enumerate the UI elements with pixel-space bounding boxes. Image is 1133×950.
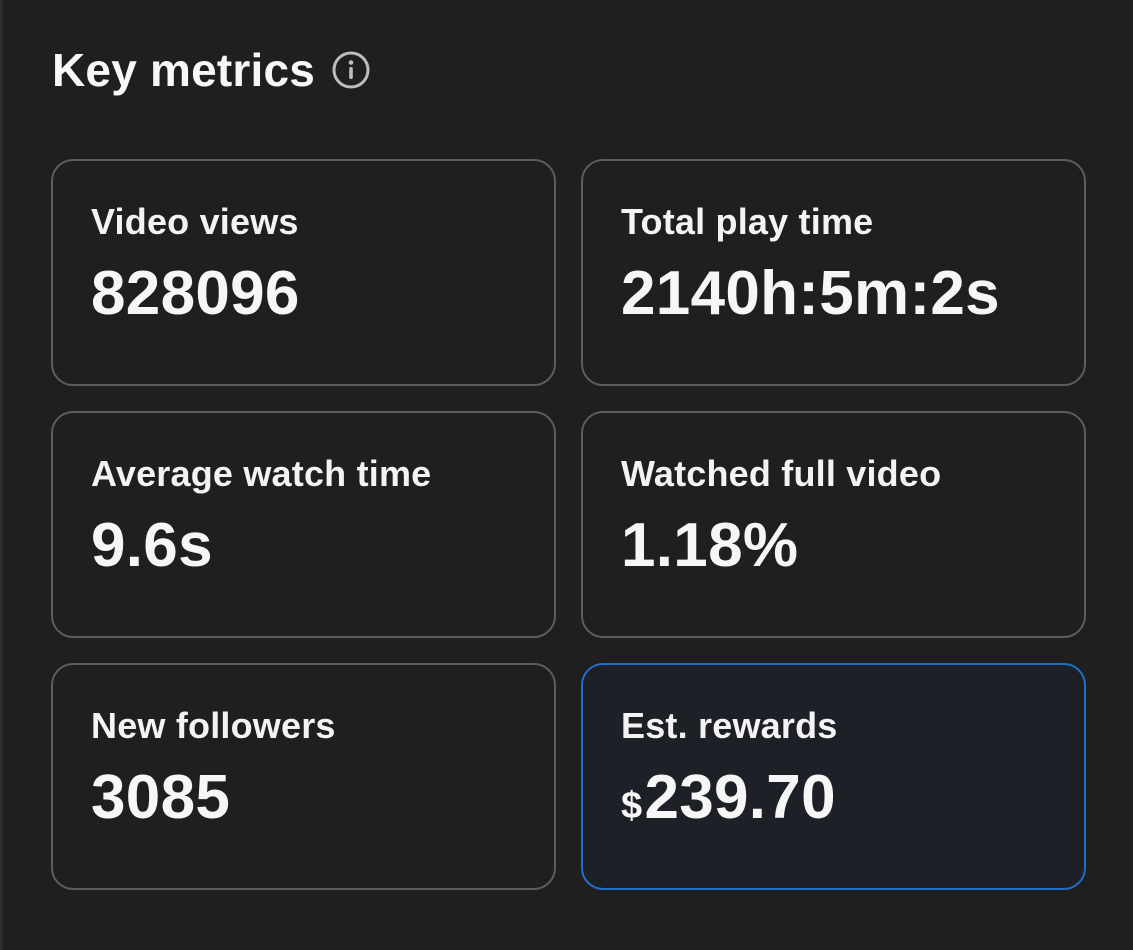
metric-value: 1.18% <box>621 511 799 580</box>
metric-card-est-rewards[interactable]: Est. rewards $239.70 <box>581 663 1086 890</box>
metric-label: Video views <box>91 201 299 242</box>
metric-label: Est. rewards <box>621 705 838 746</box>
metric-value: 3085 <box>91 763 231 832</box>
metrics-grid: Video views 828096 Total play time 2140h… <box>51 159 1086 890</box>
key-metrics-header: Key metrics <box>52 38 371 102</box>
metric-label: New followers <box>91 705 336 746</box>
currency-symbol: $ <box>621 785 643 827</box>
metric-label: Average watch time <box>91 453 432 494</box>
left-edge-divider <box>0 0 3 950</box>
metric-card-video-views[interactable]: Video views 828096 <box>51 159 556 386</box>
metric-value: 9.6s <box>91 511 213 580</box>
metric-card-total-play-time[interactable]: Total play time 2140h:5m:2s <box>581 159 1086 386</box>
rewards-amount: 239.70 <box>644 763 836 832</box>
metric-value-rewards: $239.70 <box>621 763 1084 841</box>
metric-card-watched-full-video[interactable]: Watched full video 1.18% <box>581 411 1086 638</box>
metric-label: Total play time <box>621 201 874 242</box>
info-circle-icon[interactable] <box>331 50 371 90</box>
metric-card-average-watch-time[interactable]: Average watch time 9.6s <box>51 411 556 638</box>
metric-label: Watched full video <box>621 453 942 494</box>
metric-value: 2140h:5m:2s <box>621 259 1000 328</box>
metric-value: 828096 <box>91 259 300 328</box>
page-title: Key metrics <box>52 44 316 96</box>
metric-card-new-followers[interactable]: New followers 3085 <box>51 663 556 890</box>
